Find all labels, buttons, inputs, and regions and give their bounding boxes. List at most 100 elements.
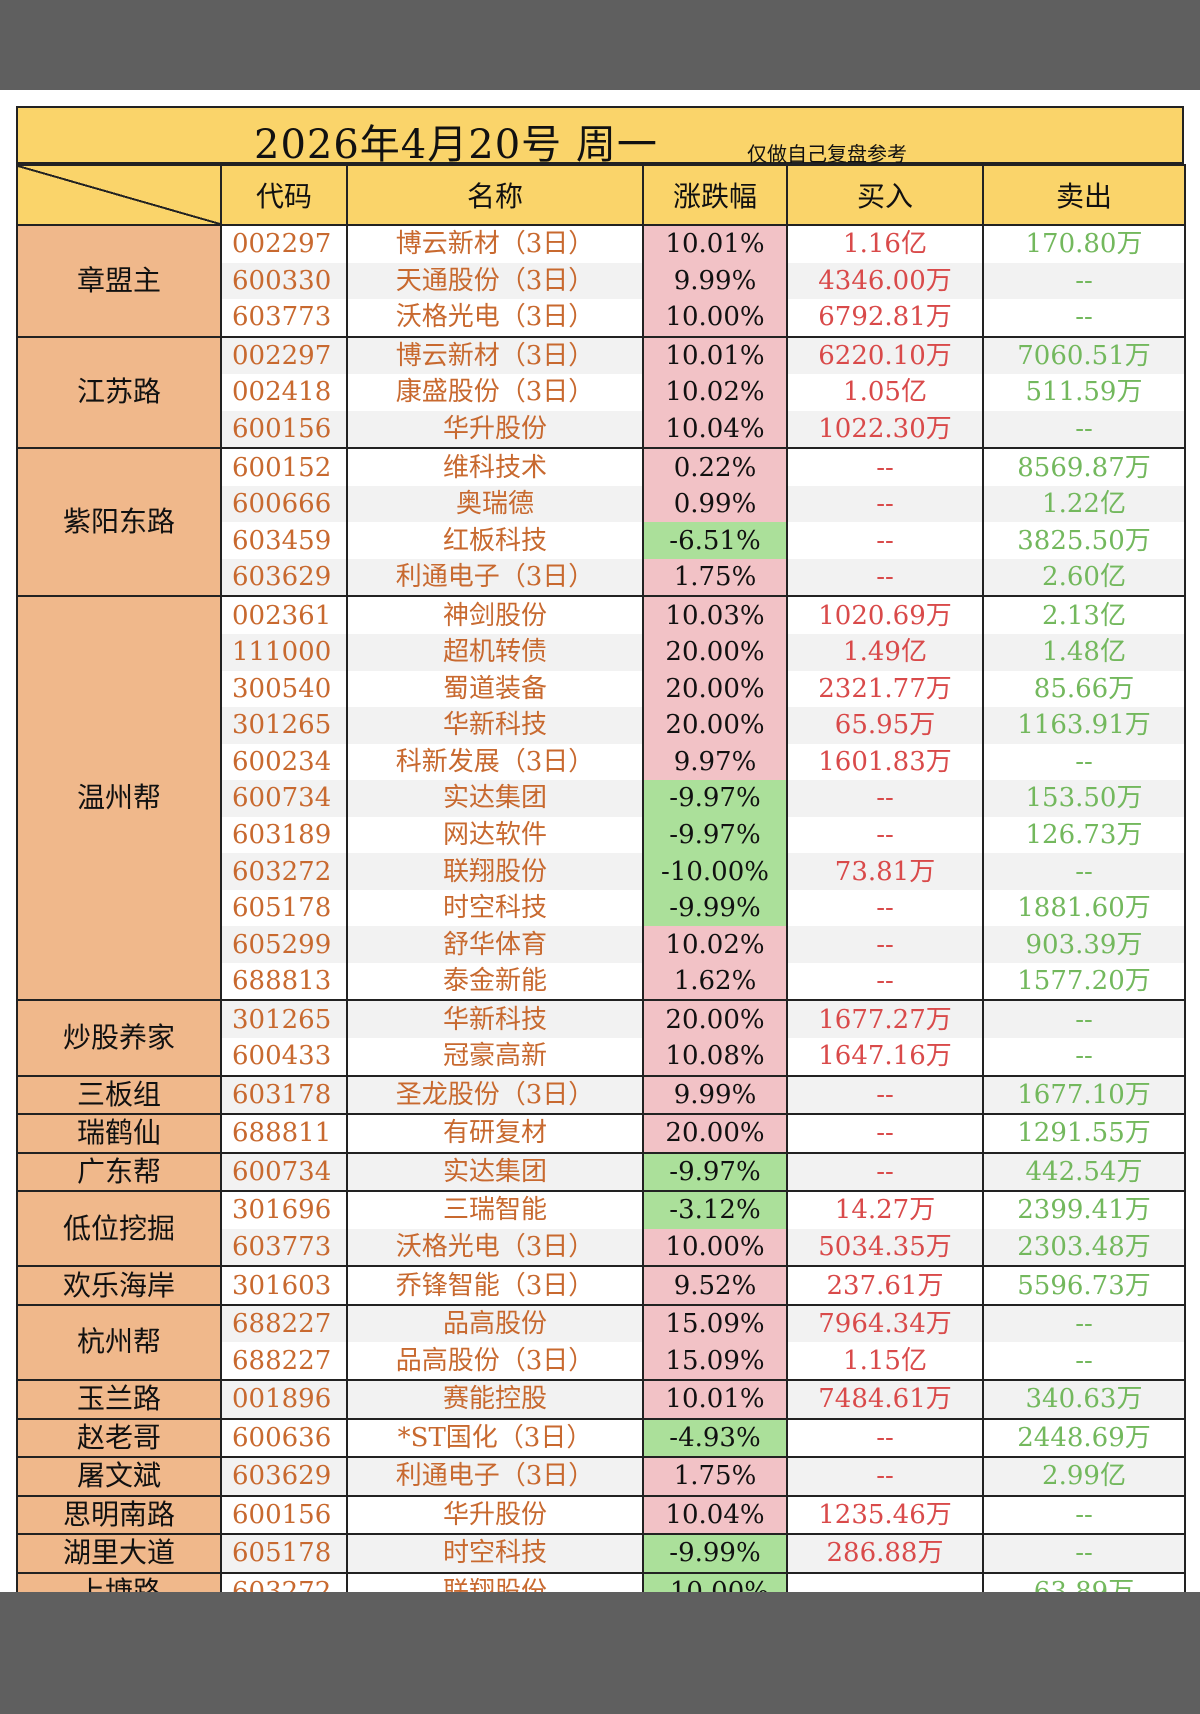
table-row: 002418 康盛股份（3日） 10.02% 1.05亿 511.59万 <box>17 374 1186 411</box>
change-cell: 10.03% <box>642 595 788 635</box>
sell-cell: 2399.41万 <box>982 1190 1186 1229</box>
sell-cell: 340.63万 <box>982 1378 1186 1419</box>
change-cell: -6.51% <box>642 522 788 559</box>
buy-cell: 6792.81万 <box>786 299 984 337</box>
buy-cell: 237.61万 <box>786 1265 984 1305</box>
sell-cell: -- <box>982 410 1186 449</box>
table-row: 低位挖掘 301696 三瑞智能 -3.12% 14.27万 2399.41万 <box>16 1190 1186 1267</box>
code-cell: 600734 <box>220 780 348 817</box>
code-cell: 111000 <box>220 634 348 671</box>
name-cell: 华新科技 <box>346 707 644 744</box>
table-row: 605299 舒华体育 10.02% -- 903.39万 <box>17 926 1186 963</box>
sell-cell: 85.66万 <box>982 670 1186 708</box>
name-cell: 博云新材（3日） <box>346 335 644 375</box>
change-cell: 15.09% <box>642 1342 788 1380</box>
table-row: 思明南路 600156 华升股份 10.04% 1235.46万 -- <box>16 1494 1186 1535</box>
sell-cell: 1291.55万 <box>982 1113 1186 1153</box>
code-cell: 600734 <box>220 1151 348 1192</box>
corner-header-cell <box>16 164 222 226</box>
name-cell: 网达软件 <box>346 816 644 854</box>
change-cell: 10.00% <box>642 299 788 337</box>
buy-cell: 1235.46万 <box>786 1494 984 1535</box>
group-name-cell: 低位挖掘 <box>16 1190 222 1267</box>
change-cell: 10.04% <box>642 410 788 449</box>
page-subtitle: 仅做自己复盘参考 <box>747 142 907 166</box>
table-row: 欢乐海岸 301603 乔锋智能（3日） 9.52% 237.61万 5596.73万 <box>16 1265 1186 1305</box>
table-row: 章盟主 002297 博云新材（3日） 10.01% 1.16亿 170.80万 <box>16 224 1186 337</box>
change-cell: 0.99% <box>642 485 788 523</box>
sell-cell: 153.50万 <box>982 780 1186 817</box>
change-cell: 20.00% <box>642 670 788 708</box>
sell-cell: -- <box>982 262 1186 300</box>
bottom-dark-band <box>0 1592 1200 1714</box>
sell-cell: 903.39万 <box>982 926 1186 963</box>
buy-cell: -- <box>786 1417 984 1458</box>
buy-cell: -- <box>786 1456 984 1496</box>
group-name-cell: 章盟主 <box>16 224 222 337</box>
change-cell: 9.99% <box>642 262 788 300</box>
name-cell: 冠豪高新 <box>346 1038 644 1076</box>
change-cell: -9.97% <box>642 1151 788 1192</box>
sell-cell: 442.54万 <box>982 1151 1186 1192</box>
title-bar: 2026年4月20号 周一 仅做自己复盘参考 <box>16 106 1184 168</box>
name-cell: 实达集团 <box>346 780 644 817</box>
code-cell: 001896 <box>220 1378 348 1419</box>
header-row: 代码 名称 涨跌幅 买入 卖出 <box>16 164 1186 226</box>
code-cell: 301265 <box>220 999 348 1039</box>
group-name-cell: 玉兰路 <box>16 1378 222 1419</box>
sell-cell: 2448.69万 <box>982 1417 1186 1458</box>
code-cell: 002418 <box>220 374 348 411</box>
table-row: 300540 蜀道装备 20.00% 2321.77万 85.66万 <box>17 670 1186 708</box>
change-cell: 0.22% <box>642 447 788 486</box>
change-cell: 20.00% <box>642 707 788 744</box>
name-cell: 科新发展（3日） <box>346 743 644 781</box>
code-cell: 603629 <box>220 1456 348 1496</box>
code-cell: 605178 <box>220 889 348 927</box>
change-cell: -9.99% <box>642 1533 788 1573</box>
table-row: 湖里大道 605178 时空科技 -9.99% 286.88万 -- <box>16 1533 1186 1573</box>
change-cell: -4.93% <box>642 1417 788 1458</box>
table-row: 603272 联翔股份 -10.00% 73.81万 -- <box>17 853 1186 890</box>
sell-cell: 1163.91万 <box>982 707 1186 744</box>
name-cell: 乔锋智能（3日） <box>346 1265 644 1305</box>
name-cell: 超机转债 <box>346 634 644 671</box>
header-code: 代码 <box>220 164 348 226</box>
change-cell: 9.52% <box>642 1265 788 1305</box>
name-cell: 品高股份（3日） <box>346 1342 644 1380</box>
code-cell: 605299 <box>220 926 348 963</box>
buy-cell: 4346.00万 <box>786 262 984 300</box>
group-name-cell: 欢乐海岸 <box>16 1265 222 1305</box>
code-cell: 600156 <box>220 1494 348 1535</box>
spreadsheet: 2026年4月20号 周一 仅做自己复盘参考 代码 名称 涨跌幅 买入 卖出 章… <box>16 106 1186 1611</box>
name-cell: 蜀道装备 <box>346 670 644 708</box>
code-cell: 600666 <box>220 485 348 523</box>
change-cell: -3.12% <box>642 1190 788 1229</box>
sell-cell: 5596.73万 <box>982 1265 1186 1305</box>
table-row: 紫阳东路 600152 维科技术 0.22% -- 8569.87万 <box>16 447 1186 597</box>
sell-cell: 3825.50万 <box>982 522 1186 559</box>
table-row: 温州帮 002361 神剑股份 10.03% 1020.69万 2.13亿 <box>16 595 1186 1001</box>
buy-cell: -- <box>786 558 984 597</box>
name-cell: 利通电子（3日） <box>346 558 644 597</box>
name-cell: 奥瑞德 <box>346 485 644 523</box>
name-cell: 时空科技 <box>346 889 644 927</box>
header-sell: 卖出 <box>982 164 1186 226</box>
buy-cell: 7964.34万 <box>786 1303 984 1343</box>
buy-cell: -- <box>786 1074 984 1115</box>
table-row: 600734 实达集团 -9.97% -- 153.50万 <box>17 780 1186 817</box>
buy-cell: -- <box>786 447 984 486</box>
name-cell: 康盛股份（3日） <box>346 374 644 411</box>
group-name-cell: 思明南路 <box>16 1494 222 1535</box>
sell-cell: 170.80万 <box>982 224 1186 263</box>
change-cell: 1.75% <box>642 558 788 597</box>
group-name-cell: 江苏路 <box>16 335 222 449</box>
sell-cell: 2.13亿 <box>982 595 1186 635</box>
sell-cell: 1.22亿 <box>982 485 1186 523</box>
top-dark-band <box>0 0 1200 90</box>
group-name-cell: 瑞鹤仙 <box>16 1113 222 1153</box>
code-cell: 301265 <box>220 707 348 744</box>
buy-cell: 2321.77万 <box>786 670 984 708</box>
code-cell: 600433 <box>220 1038 348 1076</box>
change-cell: 10.02% <box>642 926 788 963</box>
table-row: 杭州帮 688227 品高股份 15.09% 7964.34万 -- <box>16 1303 1186 1380</box>
